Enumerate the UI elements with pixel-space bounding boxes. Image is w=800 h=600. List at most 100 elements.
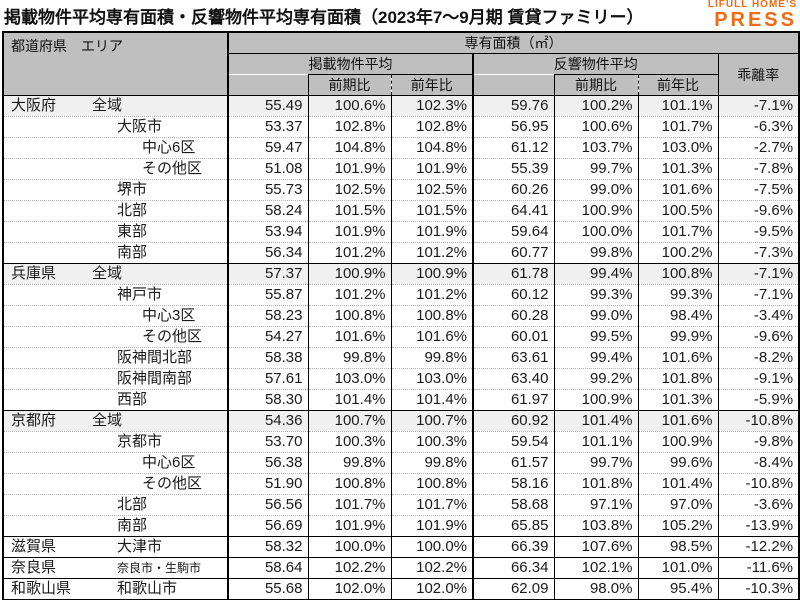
row-label-cell: 奈良県 奈良市・生駒市 [3, 557, 229, 579]
area-label: 中心6区 [142, 139, 196, 156]
cell-listed_yoy: 100.3% [391, 431, 474, 453]
cell-listed_qoq: 100.8% [308, 473, 392, 495]
cell-listed_qoq: 104.8% [308, 137, 392, 159]
cell-inq: 60.01 [473, 326, 555, 348]
cell-inq_yoy: 101.3% [638, 389, 719, 411]
lifull-homes-press-logo: LIFULL HOME'S PRESS [708, 0, 797, 31]
cell-inq_yoy: 98.5% [638, 536, 719, 558]
cell-listed_qoq: 101.2% [308, 242, 392, 264]
area-label: 北部 [117, 496, 148, 513]
area-label: 中心3区 [142, 307, 196, 324]
cell-inq_qoq: 99.0% [554, 305, 639, 327]
cell-inq: 60.77 [473, 242, 555, 264]
cell-listed_qoq: 102.0% [308, 578, 392, 600]
cell-inq_yoy: 99.6% [638, 452, 719, 474]
cell-inq_qoq: 99.5% [554, 326, 639, 348]
cell-listed_qoq: 102.8% [308, 116, 392, 138]
cell-listed: 54.27 [228, 326, 309, 348]
cell-listed: 58.32 [228, 536, 309, 558]
cell-gap: -8.2% [718, 347, 800, 369]
table-row: 堺市 55.73 102.5% 102.5% 60.26 99.0% 101.6% -7.5% [3, 179, 800, 201]
cell-listed: 51.90 [228, 473, 309, 495]
area-label: 阪神間南部 [117, 370, 193, 387]
table-row: 奈良県 奈良市・生駒市 58.64 102.2% 102.2% 66.34 102.1% 10… [3, 557, 800, 579]
row-label-cell: 大阪府 全域 [3, 95, 229, 117]
cell-inq: 55.39 [473, 158, 555, 180]
cell-inq_yoy: 101.3% [638, 158, 719, 180]
table-row: 京都府 全域 54.36 100.7% 100.7% 60.92 101.4% 101.6% -… [3, 410, 800, 432]
cell-listed_qoq: 100.3% [308, 431, 392, 453]
cell-listed: 58.30 [228, 389, 309, 411]
cell-inq_yoy: 100.9% [638, 431, 719, 453]
cell-inq_yoy: 101.7% [638, 221, 719, 243]
area-label: 神戸市 [117, 286, 163, 303]
cell-inq: 61.97 [473, 389, 555, 411]
table-row: 阪神間南部 57.61 103.0% 103.0% 63.40 99.2% 101.8% -9… [3, 368, 800, 390]
row-label-cell: 南部 [3, 242, 229, 264]
cell-listed_qoq: 101.9% [308, 221, 392, 243]
cell-inq: 60.26 [473, 179, 555, 201]
row-label-cell: 西部 [3, 389, 229, 411]
cell-inq_yoy: 98.4% [638, 305, 719, 327]
table-row: 大阪市 53.37 102.8% 102.8% 56.95 100.6% 101.7% -6.… [3, 116, 800, 138]
cell-gap: -9.6% [718, 200, 800, 222]
cell-inq_yoy: 101.4% [638, 473, 719, 495]
cell-listed_qoq: 102.2% [308, 557, 392, 579]
cell-inq: 65.85 [473, 515, 555, 537]
cell-inq_qoq: 100.0% [554, 221, 639, 243]
cell-inq_yoy: 101.1% [638, 95, 719, 117]
cell-gap: -7.1% [718, 95, 800, 117]
area-label: 和歌山市 [117, 580, 178, 597]
cell-inq_qoq: 97.1% [554, 494, 639, 516]
table-header: 都道府県 エリア 専有面積（㎡） 掲載物件平均 反響物件平均 乖離率 前期比 前… [3, 32, 800, 96]
cell-listed_qoq: 101.2% [308, 284, 392, 306]
cell-inq_qoq: 100.2% [554, 95, 639, 117]
header-inquiry-average: 反響物件平均 [473, 53, 719, 75]
header-prefecture-area: 都道府県 エリア [3, 32, 229, 96]
cell-listed_yoy: 102.8% [391, 116, 474, 138]
area-label: 北部 [117, 202, 148, 219]
row-label-cell: その他区 [3, 326, 229, 348]
cell-listed: 54.36 [228, 410, 309, 432]
cell-inq_yoy: 100.8% [638, 263, 719, 285]
cell-gap: -11.6% [718, 557, 800, 579]
table-row: 滋賀県 大津市 58.32 100.0% 100.0% 66.39 107.6% 98.5% -… [3, 536, 800, 558]
cell-gap: -8.4% [718, 452, 800, 474]
header-listed-yoy: 前年比 [391, 74, 474, 96]
table-row: その他区 51.90 100.8% 100.8% 58.16 101.8% 101.4% -1… [3, 473, 800, 495]
area-label: 堺市 [117, 181, 148, 198]
cell-inq: 56.95 [473, 116, 555, 138]
cell-listed_qoq: 102.5% [308, 179, 392, 201]
cell-listed: 57.61 [228, 368, 309, 390]
prefecture-label: 京都府 [11, 412, 57, 429]
cell-inq_yoy: 101.8% [638, 368, 719, 390]
table-row: 阪神間北部 58.38 99.8% 99.8% 63.61 99.4% 101.6% -8.2… [3, 347, 800, 369]
cell-listed_yoy: 100.8% [391, 473, 474, 495]
cell-listed_qoq: 101.4% [308, 389, 392, 411]
area-label: 全域 [92, 97, 123, 114]
cell-gap: -10.8% [718, 410, 800, 432]
cell-inq: 61.12 [473, 137, 555, 159]
cell-inq: 58.16 [473, 473, 555, 495]
cell-listed_qoq: 100.9% [308, 263, 392, 285]
table-body: 大阪府 全域 55.49 100.6% 102.3% 59.76 100.2% 101.1% -… [3, 95, 800, 600]
table-row: 兵庫県 全域 57.37 100.9% 100.9% 61.78 99.4% 100.8% -7… [3, 263, 800, 285]
cell-inq: 66.39 [473, 536, 555, 558]
cell-listed: 55.73 [228, 179, 309, 201]
cell-inq: 59.64 [473, 221, 555, 243]
cell-listed: 58.23 [228, 305, 309, 327]
cell-listed_yoy: 102.0% [391, 578, 474, 600]
row-label-cell: 中心3区 [3, 305, 229, 327]
cell-inq_qoq: 99.7% [554, 158, 639, 180]
cell-listed_yoy: 99.8% [391, 452, 474, 474]
cell-gap: -2.7% [718, 137, 800, 159]
cell-gap: -10.8% [718, 473, 800, 495]
row-label-cell: 大阪市 [3, 116, 229, 138]
cell-gap: -9.8% [718, 431, 800, 453]
row-label-cell: 京都市 [3, 431, 229, 453]
row-label-cell: 阪神間南部 [3, 368, 229, 390]
cell-gap: -3.6% [718, 494, 800, 516]
cell-inq_yoy: 100.2% [638, 242, 719, 264]
cell-listed: 55.87 [228, 284, 309, 306]
cell-gap: -13.9% [718, 515, 800, 537]
